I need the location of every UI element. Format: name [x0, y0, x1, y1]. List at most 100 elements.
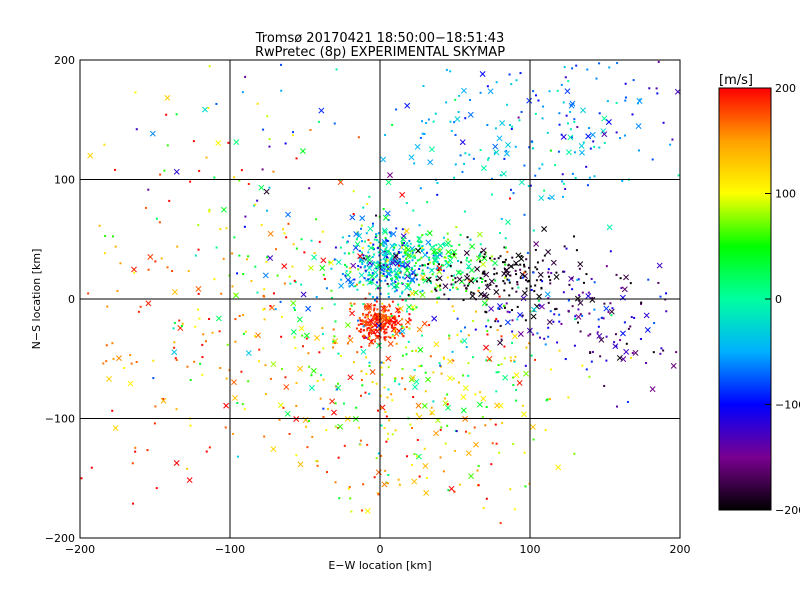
data-point [364, 265, 367, 268]
data-point [616, 405, 619, 408]
data-point [134, 450, 137, 453]
data-point [461, 170, 464, 173]
data-point [490, 193, 493, 196]
data-point [385, 440, 388, 443]
data-point-cross [376, 342, 382, 349]
data-point [403, 263, 406, 266]
data-point [247, 183, 250, 186]
data-point-cross [504, 319, 511, 326]
data-point [373, 313, 376, 316]
data-point [340, 278, 343, 281]
data-point [577, 321, 580, 324]
data-point-cross [585, 293, 592, 300]
data-point-cross [431, 248, 437, 255]
data-point [393, 323, 396, 326]
data-point [236, 272, 239, 275]
data-point [338, 497, 341, 500]
data-point [369, 293, 372, 296]
data-point-cross [164, 94, 171, 101]
data-point [375, 313, 378, 316]
data-point [367, 238, 370, 241]
data-point [254, 203, 257, 206]
data-point [390, 256, 393, 259]
data-point [562, 182, 565, 185]
data-point [166, 144, 169, 147]
data-point [489, 418, 492, 421]
data-point [525, 346, 528, 349]
data-point [375, 315, 378, 318]
data-point [384, 322, 387, 325]
data-point [490, 255, 493, 258]
data-point [386, 259, 389, 262]
data-point-cross [267, 255, 274, 262]
data-point [427, 263, 430, 266]
data-point [358, 426, 361, 429]
data-point-cross [423, 489, 430, 496]
data-point [387, 388, 390, 391]
data-point [464, 152, 467, 155]
data-point [546, 131, 549, 134]
data-point [567, 80, 570, 83]
data-point-cross [380, 156, 387, 163]
data-point [436, 181, 439, 184]
data-point [504, 258, 507, 261]
data-point [266, 256, 269, 259]
data-point [242, 332, 245, 335]
data-point [511, 341, 514, 344]
data-point-cross [290, 329, 297, 335]
data-point [534, 266, 537, 269]
data-point-cross [488, 305, 495, 312]
data-point [511, 287, 514, 290]
data-point-cross [480, 247, 487, 254]
data-point [168, 199, 171, 202]
data-point [189, 424, 192, 427]
data-point [349, 267, 352, 270]
data-point [284, 142, 287, 145]
data-point [146, 449, 149, 452]
data-point [547, 275, 550, 278]
data-point [581, 291, 584, 294]
data-point-cross [500, 170, 507, 177]
data-point [520, 110, 523, 113]
data-point-cross [345, 277, 352, 283]
data-point [432, 400, 435, 403]
data-point [528, 482, 531, 485]
data-point [201, 343, 204, 346]
data-point-cross [465, 450, 472, 457]
data-point [562, 270, 565, 273]
data-point-cross [87, 152, 94, 159]
data-point [459, 154, 462, 157]
data-point [389, 322, 392, 325]
data-point [416, 259, 419, 262]
data-point [512, 443, 515, 446]
data-point [404, 244, 407, 247]
data-point [310, 374, 313, 377]
data-point [506, 250, 509, 253]
data-point [383, 330, 386, 333]
data-point [371, 319, 374, 322]
data-point [352, 251, 355, 254]
data-point [352, 212, 355, 215]
data-point-cross [501, 270, 508, 277]
data-point [511, 125, 514, 128]
data-point [282, 406, 285, 409]
data-point [603, 384, 606, 387]
data-point [159, 173, 162, 176]
data-point [538, 304, 541, 307]
data-point [446, 424, 449, 427]
data-point [430, 290, 433, 293]
data-point [389, 258, 392, 261]
data-point-cross [436, 265, 443, 271]
data-point [402, 241, 405, 244]
data-point [409, 288, 412, 291]
data-point [573, 118, 576, 121]
data-point [163, 169, 166, 172]
data-point [407, 293, 410, 296]
data-point-cross [431, 315, 438, 322]
data-point [524, 364, 527, 367]
data-point [394, 429, 397, 432]
data-point [444, 256, 447, 259]
data-point [509, 274, 512, 277]
data-point-cross [429, 409, 436, 416]
data-point [417, 236, 420, 239]
